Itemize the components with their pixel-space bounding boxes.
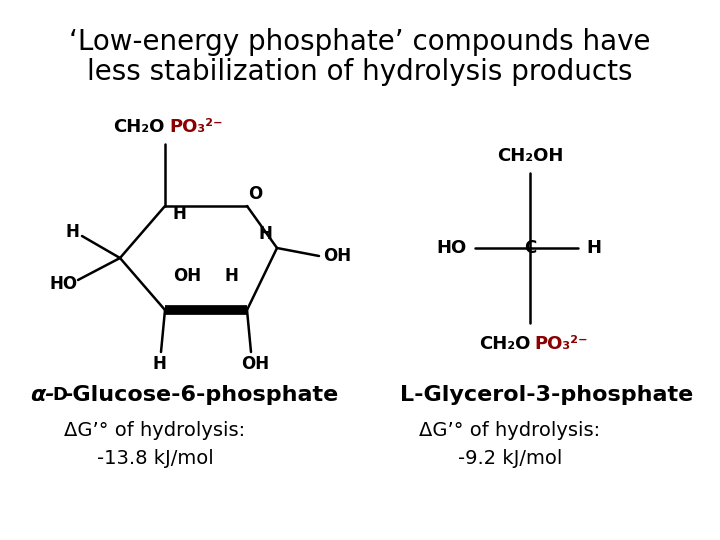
Text: H: H xyxy=(258,225,272,243)
Text: OH: OH xyxy=(323,247,351,265)
Text: HO: HO xyxy=(437,239,467,257)
Text: ‘Low-energy phosphate’ compounds have: ‘Low-energy phosphate’ compounds have xyxy=(69,28,651,56)
Text: CH₂OH: CH₂OH xyxy=(497,147,563,165)
Text: D: D xyxy=(52,386,67,404)
Text: CH₂O: CH₂O xyxy=(479,335,530,353)
Text: PO₃²⁻: PO₃²⁻ xyxy=(169,118,222,136)
Text: HO: HO xyxy=(50,275,78,293)
Text: ΔG’° of hydrolysis:: ΔG’° of hydrolysis: xyxy=(64,421,246,440)
Text: H: H xyxy=(152,355,166,373)
Text: H: H xyxy=(65,223,79,241)
Text: α-: α- xyxy=(30,385,55,405)
Text: H: H xyxy=(172,205,186,223)
Text: C: C xyxy=(524,239,536,257)
Text: less stabilization of hydrolysis products: less stabilization of hydrolysis product… xyxy=(87,58,633,86)
Text: PO₃²⁻: PO₃²⁻ xyxy=(534,335,588,353)
Text: CH₂O: CH₂O xyxy=(114,118,165,136)
Text: L-Glycerol-3-phosphate: L-Glycerol-3-phosphate xyxy=(400,385,693,405)
Text: O: O xyxy=(248,185,262,203)
Text: -Glucose-6-phosphate: -Glucose-6-phosphate xyxy=(64,385,339,405)
Text: ΔG’° of hydrolysis:: ΔG’° of hydrolysis: xyxy=(420,421,600,440)
Text: -9.2 kJ/mol: -9.2 kJ/mol xyxy=(458,449,562,468)
Text: OH: OH xyxy=(241,355,269,373)
Text: H: H xyxy=(586,239,601,257)
Text: OH: OH xyxy=(173,267,201,285)
Text: H: H xyxy=(224,267,238,285)
Text: -13.8 kJ/mol: -13.8 kJ/mol xyxy=(96,449,213,468)
